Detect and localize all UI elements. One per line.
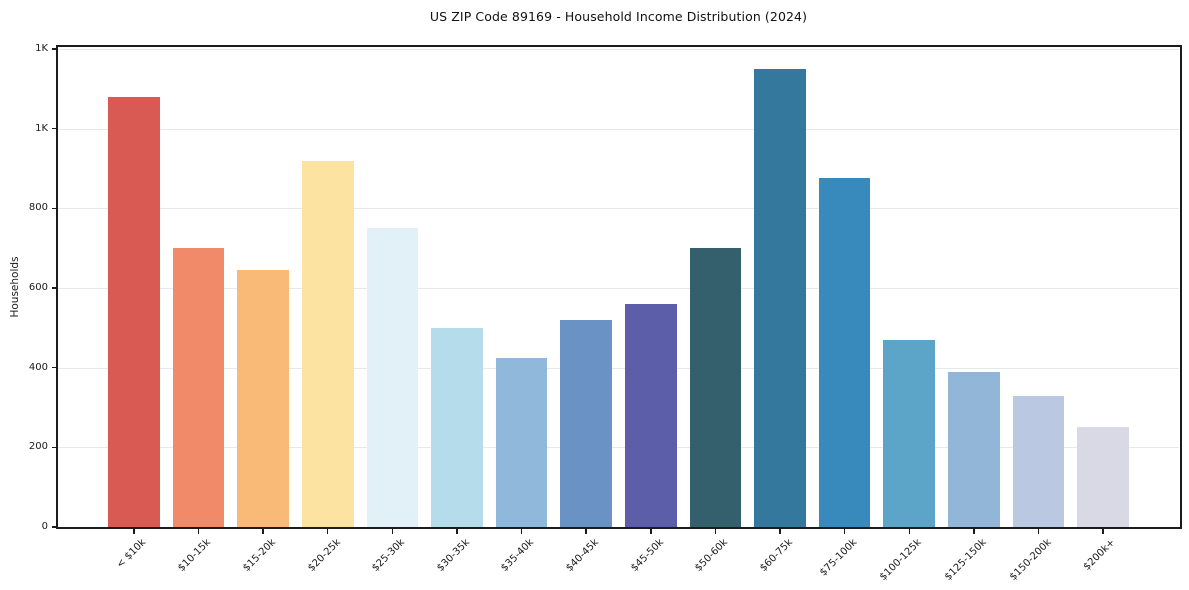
x-tick-label: $10-15k <box>176 537 214 574</box>
plot-spine-left <box>56 45 58 529</box>
bar-45-50k <box>624 303 677 527</box>
y-tick-label: 200 <box>28 441 48 453</box>
bar-100-125k <box>883 339 936 527</box>
gridline <box>58 287 1179 289</box>
y-tick-label: 1K <box>35 42 48 54</box>
bar-125-150k <box>948 371 1000 527</box>
x-tick-label: $75-100k <box>818 537 860 579</box>
x-tick-label: $125-150k <box>942 537 989 583</box>
bar-75-100k <box>818 178 871 527</box>
y-tick-label: 0 <box>41 521 48 532</box>
y-tick-label: 600 <box>28 281 48 293</box>
bar-20-25k <box>301 160 354 527</box>
x-tick-label: $25-30k <box>370 537 408 574</box>
bar-35-40k <box>495 357 548 527</box>
x-tick-label: $100-125k <box>878 537 925 583</box>
x-tick-mark <box>262 528 264 534</box>
y-tick-mark <box>52 287 57 289</box>
bar-30-35k <box>431 327 483 527</box>
x-tick-label: $45-50k <box>628 537 666 574</box>
y-tick-mark <box>52 48 57 50</box>
x-tick-label: $30-35k <box>434 537 472 574</box>
plot-spine-bottom <box>56 527 1182 529</box>
bar-25-30k <box>366 228 419 527</box>
x-tick-mark <box>973 528 975 534</box>
gridline <box>58 208 1179 210</box>
x-tick-mark <box>1102 528 1104 534</box>
x-tick-mark <box>1037 528 1040 534</box>
x-tick-label: $15-20k <box>240 537 278 574</box>
x-tick-mark <box>520 528 523 534</box>
x-tick-label: < $10k <box>115 537 149 571</box>
x-tick-mark <box>133 528 135 534</box>
y-tick-mark <box>52 526 57 528</box>
x-tick-mark <box>197 528 200 534</box>
gridline <box>58 447 1179 449</box>
x-tick-mark <box>391 528 394 534</box>
x-tick-label: $40-45k <box>564 537 601 574</box>
bar-10-15k <box>172 248 225 527</box>
x-tick-mark <box>714 528 717 534</box>
x-tick-label: $200k+ <box>1082 537 1118 573</box>
chart-title: US ZIP Code 89169 - Household Income Dis… <box>429 9 808 24</box>
x-tick-label: $60-75k <box>757 537 795 574</box>
x-tick-mark <box>843 528 846 534</box>
bar-10k <box>108 96 160 527</box>
bar-50-60k <box>689 248 742 527</box>
x-tick-label: $35-40k <box>499 537 537 574</box>
gridline <box>58 367 1179 369</box>
x-tick-mark <box>326 528 329 534</box>
y-tick-mark <box>52 366 57 369</box>
bar-15-20k <box>237 270 289 527</box>
y-tick-label: 1K <box>35 122 48 134</box>
gridline <box>58 128 1179 130</box>
bar-60-75k <box>754 68 806 527</box>
plot-spine-top <box>56 45 1182 47</box>
y-tick-label: 400 <box>28 361 48 373</box>
y-tick-mark <box>52 127 57 130</box>
x-tick-label: $50-60k <box>693 537 731 574</box>
x-tick-label: $20-25k <box>305 537 343 574</box>
x-tick-mark <box>908 528 910 534</box>
gridline <box>58 48 1179 50</box>
bar-40-45k <box>560 319 613 527</box>
plot-spine-right <box>1180 45 1182 529</box>
x-tick-mark <box>456 528 458 534</box>
x-tick-mark <box>650 528 652 534</box>
x-tick-label: $150-200k <box>1007 537 1054 583</box>
y-tick-mark <box>52 446 57 449</box>
y-tick-label: 800 <box>28 202 48 214</box>
bar-200k <box>1077 427 1129 527</box>
x-tick-mark <box>585 528 587 534</box>
bar-150-200k <box>1012 395 1065 527</box>
x-tick-mark <box>779 528 781 534</box>
y-tick-mark <box>52 207 57 210</box>
